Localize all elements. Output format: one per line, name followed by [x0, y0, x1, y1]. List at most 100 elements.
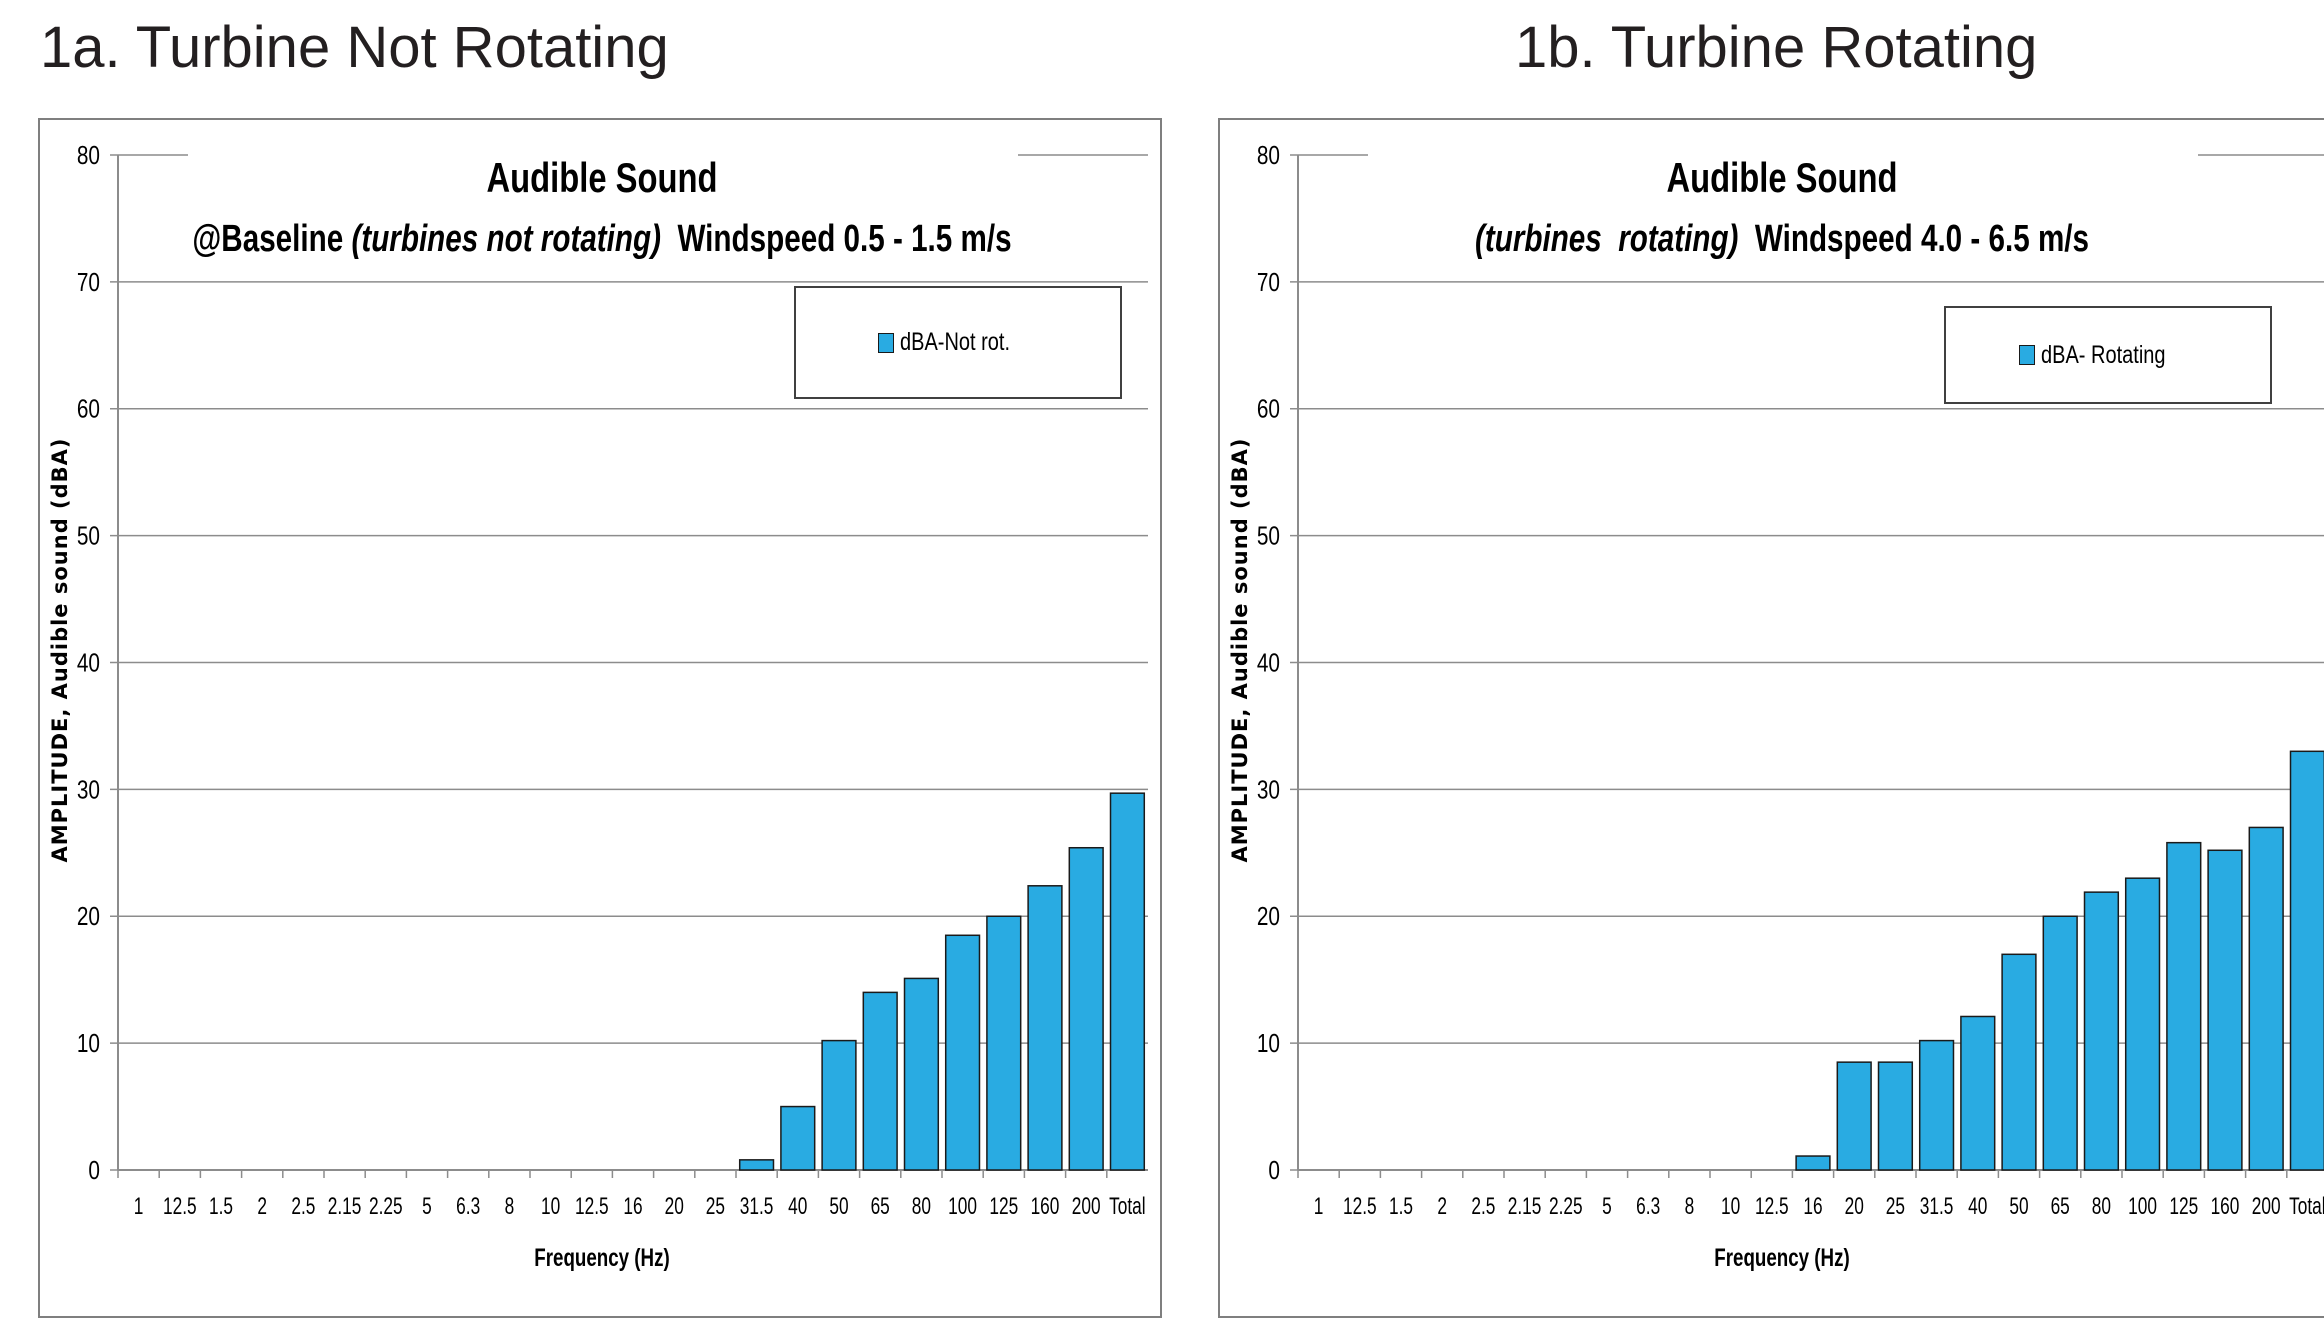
bar-50 — [821, 1039, 857, 1171]
chart-title: Audible Sound — [1666, 154, 1898, 201]
x-tick-label: 2.15 — [328, 1193, 362, 1219]
bar-65 — [2042, 915, 2078, 1171]
y-tick-label: 60 — [1257, 395, 1280, 424]
x-tick-label: 10 — [1721, 1193, 1740, 1219]
bar-100 — [2124, 877, 2161, 1171]
bar-80 — [2083, 891, 2120, 1171]
bar-200 — [2248, 826, 2284, 1171]
y-tick-label: 40 — [1257, 648, 1280, 677]
bar-65 — [862, 991, 898, 1171]
bar-Total — [2289, 750, 2324, 1171]
x-tick-label: 2.25 — [1549, 1193, 1583, 1219]
y-tick-label: 30 — [77, 775, 100, 804]
y-tick-label: 50 — [1257, 521, 1280, 550]
x-tick-label: 20 — [665, 1193, 684, 1219]
bar-Total — [1109, 792, 1146, 1171]
chart-subtitle: @Baseline (turbines not rotating) Windsp… — [164, 218, 1041, 261]
x-tick-label: 16 — [623, 1193, 642, 1219]
y-tick-label: 60 — [77, 395, 100, 424]
x-tick-label: 16 — [1803, 1193, 1822, 1219]
x-tick-label: 50 — [2009, 1193, 2028, 1219]
x-tick-label: 200 — [1072, 1193, 1101, 1219]
x-tick-label: 1 — [134, 1193, 144, 1219]
y-tick-label: 50 — [77, 521, 100, 550]
x-tick-label: 12.5 — [163, 1193, 197, 1219]
x-tick-label: 200 — [2252, 1193, 2281, 1219]
x-tick-label: 5 — [1602, 1193, 1612, 1219]
x-tick-label: 2.5 — [291, 1193, 315, 1219]
bar-125 — [986, 915, 1022, 1171]
x-tick-label: 6.3 — [1636, 1193, 1660, 1219]
chart-subtitle: (turbines rotating) Windspeed 4.0 - 6.5 … — [1344, 218, 2221, 261]
x-tick-label: 2.15 — [1508, 1193, 1542, 1219]
bar-160 — [1027, 885, 1063, 1171]
x-tick-label: 50 — [829, 1193, 848, 1219]
x-tick-label: 25 — [706, 1193, 725, 1219]
x-tick-label: 25 — [1886, 1193, 1905, 1219]
y-tick-label: 30 — [1257, 775, 1280, 804]
legend: dBA- Rotating — [1944, 306, 2272, 404]
x-tick-label: 1 — [1314, 1193, 1324, 1219]
x-axis-label: Frequency (Hz) — [1714, 1244, 1850, 1272]
x-tick-label: 2 — [257, 1193, 267, 1219]
panel-heading-1a: 1a. Turbine Not Rotating — [40, 15, 669, 80]
bar-40 — [1960, 1015, 1996, 1171]
chart-title: Audible Sound — [486, 154, 718, 201]
legend-swatch — [878, 332, 895, 353]
x-tick-label: 40 — [788, 1193, 807, 1219]
subtitle-italic: (turbines not rotating) — [351, 218, 661, 260]
bar-40 — [780, 1105, 816, 1171]
bar-31.5 — [738, 1159, 775, 1171]
subtitle-suffix: Windspeed 0.5 - 1.5 m/s — [660, 218, 1012, 260]
x-tick-label: 31.5 — [740, 1193, 774, 1219]
y-tick-label: 0 — [88, 1156, 100, 1185]
x-tick-label: 8 — [1685, 1193, 1695, 1219]
x-tick-label: 40 — [1968, 1193, 1987, 1219]
y-tick-label: 70 — [77, 268, 100, 297]
x-tick-label: 8 — [505, 1193, 515, 1219]
x-tick-label: 125 — [989, 1193, 1018, 1219]
x-tick-label: 125 — [2169, 1193, 2198, 1219]
legend: dBA-Not rot. — [794, 286, 1122, 399]
x-axis-label: Frequency (Hz) — [534, 1244, 670, 1272]
x-tick-label: 80 — [912, 1193, 931, 1219]
bar-chart-1b: 0 10 20 30 40 50 60 70 80 1 12.5 1.5 2 2.5 2.15 2.25 5 6.… — [1257, 141, 2324, 1220]
y-tick-label: 70 — [1257, 268, 1280, 297]
subtitle-italic: (turbines rotating) — [1474, 218, 1739, 260]
x-tick-label: 80 — [2092, 1193, 2111, 1219]
bar-80 — [903, 977, 940, 1171]
y-tick-label: 10 — [77, 1029, 100, 1058]
panel-heading-1b: 1b. Turbine Rotating — [1515, 15, 2038, 80]
legend-label: dBA- Rotating — [2041, 340, 2166, 369]
bar-100 — [944, 934, 981, 1171]
y-tick-label: 20 — [1257, 902, 1280, 931]
x-tick-label: 65 — [2051, 1193, 2070, 1219]
chart-panel-1a: Audible Sound @Baseline (turbines not ro… — [38, 118, 1162, 1318]
x-tick-label: 10 — [541, 1193, 560, 1219]
y-tick-label: 10 — [1257, 1029, 1280, 1058]
x-tick-label: 12.5 — [1755, 1193, 1789, 1219]
y-tick-label: 20 — [77, 902, 100, 931]
x-tick-label: 31.5 — [1920, 1193, 1954, 1219]
x-tick-label: 2.5 — [1471, 1193, 1495, 1219]
x-tick-label: 12.5 — [575, 1193, 609, 1219]
bar-16 — [1795, 1155, 1831, 1171]
x-tick-label: 100 — [2128, 1193, 2157, 1219]
x-tick-label: 6.3 — [456, 1193, 480, 1219]
subtitle-prefix: @Baseline — [192, 218, 352, 260]
y-tick-label: 80 — [1257, 141, 1280, 170]
x-tick-label: Total — [1109, 1193, 1146, 1219]
bar-31.5 — [1918, 1039, 1955, 1171]
bar-20 — [1836, 1061, 1872, 1171]
x-tick-label: 2.25 — [369, 1193, 403, 1219]
chart-panel-1b: Audible Sound (turbines rotating) Windsp… — [1218, 118, 2324, 1318]
bar-chart-1a: 0 10 20 30 40 50 60 70 80 1 12.5 1.5 2 2.5 2.15 2.25 5 6.… — [77, 141, 1148, 1220]
x-tick-label: 20 — [1845, 1193, 1864, 1219]
x-tick-label: 65 — [871, 1193, 890, 1219]
legend-swatch — [2019, 345, 2036, 365]
y-tick-label: 40 — [77, 648, 100, 677]
x-tick-label: 160 — [1031, 1193, 1060, 1219]
bar-125 — [2166, 841, 2202, 1171]
x-tick-label: 100 — [948, 1193, 977, 1219]
subtitle-suffix: Windspeed 4.0 - 6.5 m/s — [1738, 218, 2090, 260]
